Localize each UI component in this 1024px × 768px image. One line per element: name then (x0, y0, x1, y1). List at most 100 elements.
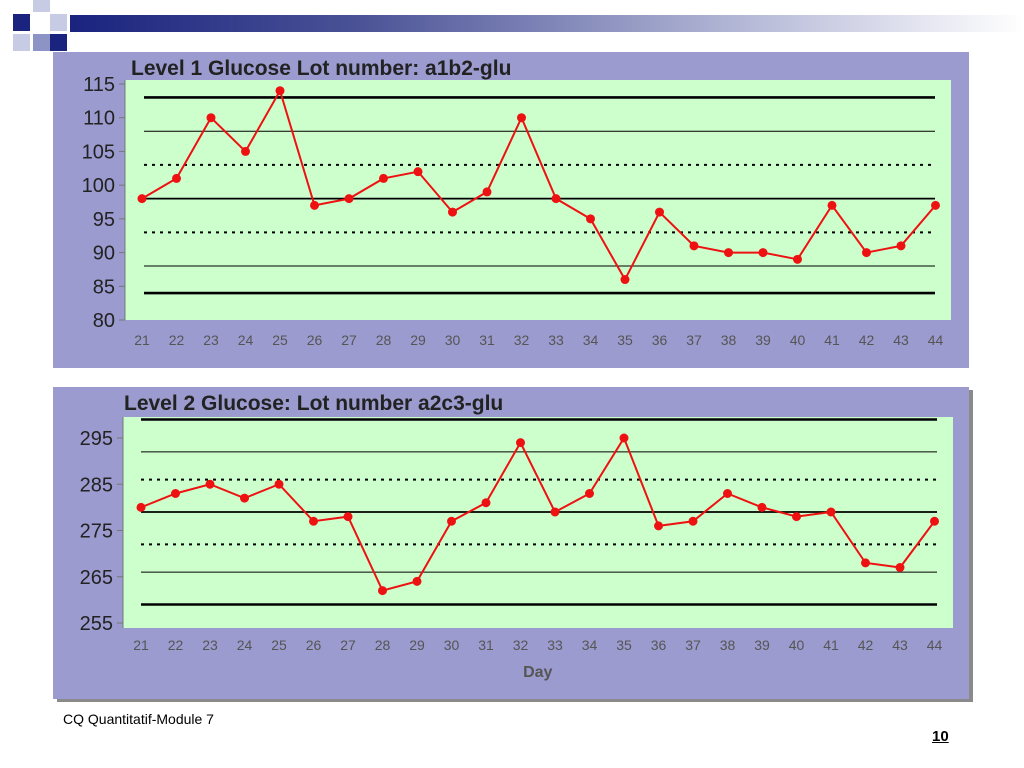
x-tick-label: 28 (376, 332, 392, 348)
data-point (688, 516, 698, 526)
data-point (896, 241, 906, 251)
x-tick-label: 44 (927, 637, 943, 653)
y-tick-label: 95 (93, 209, 115, 231)
y-tick-label: 275 (80, 521, 113, 543)
data-point (792, 512, 801, 522)
x-tick-label: 36 (652, 332, 668, 348)
y-tick-label: 110 (83, 108, 115, 130)
data-point (517, 113, 526, 123)
data-point (689, 241, 699, 251)
y-tick-label: 295 (80, 428, 113, 450)
x-tick-label: 28 (375, 637, 391, 653)
x-tick-label: 39 (754, 637, 770, 653)
y-tick-label: 115 (83, 74, 115, 96)
data-point (344, 194, 354, 204)
x-tick-label: 37 (686, 332, 702, 348)
data-point (448, 207, 457, 217)
header-square-mid (33, 34, 50, 51)
x-tick-label: 44 (928, 332, 944, 348)
x-tick-label: 41 (823, 637, 839, 653)
x-tick-label: 40 (790, 332, 806, 348)
x-tick-label: 32 (513, 637, 529, 653)
x-tick-label: 24 (237, 637, 253, 653)
x-tick-label: 33 (548, 332, 564, 348)
page-number: 10 (932, 728, 949, 745)
data-point (655, 207, 664, 217)
data-point (310, 200, 319, 210)
data-point (447, 516, 456, 526)
x-tick-label: 21 (133, 637, 149, 653)
header-square-light (33, 0, 50, 12)
y-tick-label: 265 (80, 567, 113, 589)
x-tick-label: 29 (410, 332, 426, 348)
data-point (205, 479, 215, 489)
y-tick-label: 100 (82, 175, 115, 197)
y-tick-label: 105 (82, 141, 115, 163)
header-square-light (13, 34, 30, 51)
x-tick-label: 26 (306, 637, 322, 653)
data-point (171, 489, 180, 498)
data-point (757, 502, 767, 512)
x-tick-label: 35 (617, 332, 633, 348)
header-square-dark (13, 14, 30, 31)
plot-area (123, 417, 953, 628)
data-point (137, 194, 147, 204)
x-tick-label: 24 (238, 332, 254, 348)
x-tick-label: 34 (583, 332, 599, 348)
x-tick-label: 31 (478, 637, 494, 653)
data-point (413, 167, 423, 177)
data-point (793, 254, 802, 264)
series-line (140, 435, 936, 592)
x-tick-label: 26 (307, 332, 323, 348)
data-point (481, 498, 491, 508)
data-point (274, 479, 284, 489)
y-tick-label: 285 (80, 474, 113, 496)
data-point (862, 248, 871, 258)
level-2-glucose-chart: Level 2 Glucose: Lot number a2c3-glu 255 2… (80, 392, 953, 681)
y-tick-label: 90 (93, 243, 115, 265)
data-point (826, 507, 836, 517)
data-point (723, 489, 732, 498)
y-tick-label: 255 (80, 613, 113, 635)
data-point (654, 521, 663, 531)
data-point (551, 194, 561, 204)
data-point (240, 493, 249, 503)
x-tick-label: 39 (755, 332, 771, 348)
x-tick-label: 22 (168, 637, 184, 653)
plot-area (125, 80, 951, 320)
data-point (206, 113, 216, 123)
data-point (379, 173, 388, 183)
data-point (930, 516, 939, 526)
y-tick-label: 85 (93, 276, 115, 298)
x-tick-label: 23 (203, 332, 219, 348)
data-point (378, 586, 387, 596)
data-point (550, 507, 560, 517)
footer-text: CQ Quantitatif-Module 7 (63, 711, 214, 727)
data-point (516, 438, 525, 448)
x-tick-label: 42 (858, 637, 874, 653)
header-square-dark (50, 34, 67, 51)
x-tick-label: 41 (824, 332, 840, 348)
data-point (724, 248, 733, 258)
x-tick-label: 33 (547, 637, 563, 653)
x-axis-label: Day (523, 664, 552, 681)
data-point (620, 275, 630, 285)
data-point (861, 558, 870, 568)
data-point (343, 512, 353, 522)
chart-panel-level-1: Level 1 Glucose Lot number: a1b2-glu 80 85… (53, 52, 969, 368)
chart-panel-level-2: Level 2 Glucose: Lot number a2c3-glu 255 2… (53, 387, 969, 699)
header-square-light (50, 14, 67, 31)
x-tick-label: 43 (892, 637, 908, 653)
x-tick-label: 21 (134, 332, 150, 348)
header-gradient-bar (70, 15, 1024, 32)
data-point (482, 187, 492, 197)
x-tick-label: 25 (271, 637, 287, 653)
x-tick-label: 25 (272, 332, 288, 348)
x-tick-label: 38 (720, 637, 736, 653)
x-tick-label: 30 (444, 637, 460, 653)
x-tick-label: 40 (789, 637, 805, 653)
data-point (585, 489, 594, 498)
series-line (141, 88, 937, 282)
data-point (172, 173, 181, 183)
x-tick-label: 34 (582, 637, 598, 653)
